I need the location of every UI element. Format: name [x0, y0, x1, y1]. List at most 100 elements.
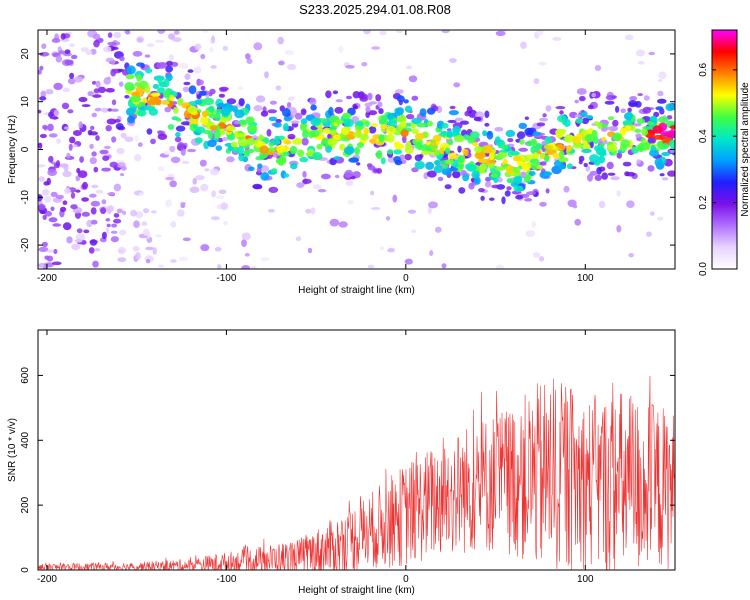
noise-blob — [102, 46, 112, 53]
noise-blob — [105, 88, 115, 93]
snr-panel: -200 -100 0 100 0 200 400 600 Height of straight… — [7, 329, 676, 596]
signal-blob — [495, 166, 506, 171]
noise-blob — [107, 192, 115, 196]
noise-blob — [601, 172, 608, 180]
noise-blob — [42, 124, 48, 130]
noise-blob — [605, 126, 614, 131]
noise-blob — [332, 90, 339, 95]
noise-blob — [441, 263, 447, 269]
noise-blob — [653, 111, 660, 118]
noise-blob — [143, 228, 150, 237]
noise-blob — [39, 96, 47, 101]
noise-blob — [192, 178, 197, 185]
noise-blob — [71, 243, 81, 251]
y-axis-label: SNR (10 * v/v) — [7, 418, 18, 482]
noise-blob — [587, 104, 594, 110]
noise-blob — [379, 246, 385, 250]
signal-blob — [215, 145, 223, 151]
signal-blob — [148, 108, 159, 116]
signal-blob — [441, 164, 449, 169]
noise-blob — [48, 111, 54, 118]
noise-blob — [275, 119, 282, 123]
noise-blob — [155, 234, 162, 238]
noise-blob — [459, 120, 469, 125]
signal-blob — [150, 95, 160, 103]
noise-blob — [210, 65, 217, 69]
signal-blob — [145, 68, 153, 74]
noise-blob — [81, 197, 89, 202]
noise-blob — [563, 185, 570, 193]
noise-blob — [119, 56, 125, 62]
signal-blob — [142, 97, 148, 104]
noise-blob — [392, 194, 398, 203]
signal-blob — [497, 151, 508, 159]
signal-blob — [344, 146, 355, 155]
signal-blob — [271, 168, 278, 174]
noise-blob — [40, 90, 47, 98]
signal-blob — [449, 167, 459, 172]
signal-blob — [375, 150, 383, 160]
noise-blob — [358, 93, 368, 100]
noise-blob — [189, 186, 200, 194]
signal-blob — [282, 108, 291, 117]
noise-blob — [60, 33, 66, 40]
signal-blob — [607, 144, 618, 152]
noise-blob — [302, 178, 312, 184]
noise-blob — [74, 76, 83, 83]
noise-blob — [119, 229, 127, 236]
noise-blob — [591, 93, 596, 98]
noise-blob — [241, 265, 251, 269]
signal-blob — [641, 128, 648, 136]
noise-blob — [466, 106, 473, 114]
noise-blob — [193, 66, 202, 74]
noise-blob — [264, 71, 269, 79]
noise-blob — [378, 108, 384, 115]
noise-blob — [38, 109, 42, 114]
noise-blob — [195, 175, 205, 181]
noise-blob — [110, 236, 119, 243]
x-tick-label: -200 — [37, 574, 57, 585]
noise-blob — [152, 247, 157, 255]
noise-blob — [396, 30, 403, 34]
signal-blob — [563, 118, 571, 128]
signal-blob — [419, 108, 427, 117]
noise-blob — [143, 208, 150, 214]
noise-blob — [278, 60, 285, 66]
noise-blob — [494, 127, 504, 132]
noise-blob — [286, 102, 292, 108]
noise-blob — [111, 99, 117, 106]
noise-blob — [101, 199, 107, 205]
noise-blob — [290, 120, 300, 124]
noise-blob — [110, 68, 117, 77]
noise-blob — [132, 246, 140, 252]
noise-blob — [41, 43, 47, 49]
noise-blob — [214, 247, 222, 252]
signal-blob — [509, 150, 520, 156]
noise-blob — [301, 137, 309, 146]
noise-blob — [107, 32, 113, 38]
noise-blob — [70, 192, 76, 199]
noise-blob — [606, 161, 614, 170]
noise-blob — [44, 210, 52, 217]
noise-blob — [484, 181, 492, 188]
noise-blob — [260, 110, 269, 117]
signal-blob — [405, 140, 412, 150]
signal-blob — [595, 147, 607, 156]
noise-blob — [377, 101, 383, 108]
signal-blob — [378, 134, 385, 143]
signal-blob — [513, 176, 522, 183]
noise-blob — [90, 219, 98, 225]
noise-blob — [460, 170, 467, 175]
noise-blob — [302, 171, 307, 178]
colorbar-tick-label: 0.6 — [698, 62, 709, 76]
noise-blob — [183, 81, 191, 86]
noise-blob — [124, 95, 130, 99]
signal-blob — [400, 120, 407, 129]
noise-blob — [218, 189, 227, 194]
noise-blob — [132, 50, 143, 57]
noise-blob — [113, 31, 122, 39]
noise-blob — [209, 168, 219, 176]
noise-blob — [169, 180, 177, 188]
noise-blob — [91, 112, 98, 118]
